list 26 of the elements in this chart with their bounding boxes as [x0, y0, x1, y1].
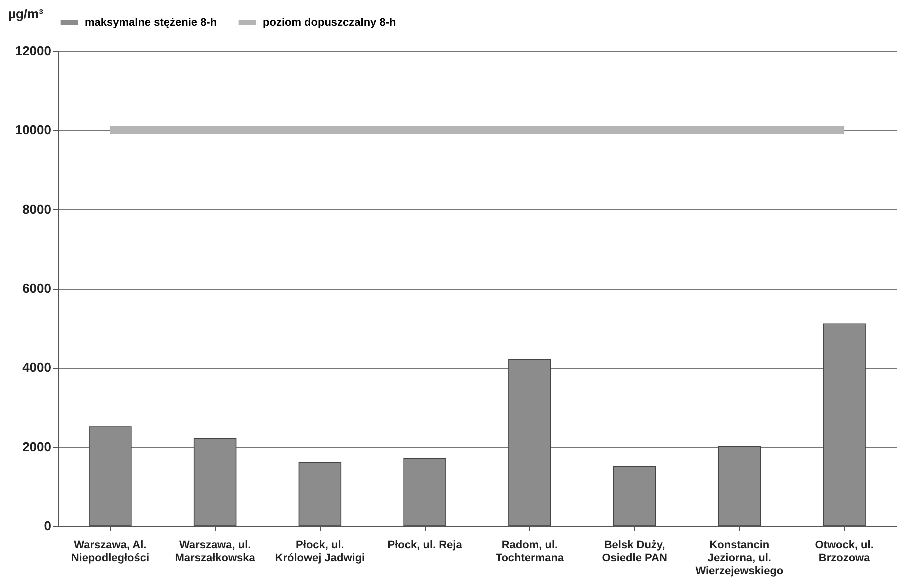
legend-label: maksymalne stężenie 8-h [85, 16, 218, 29]
x-tick-label: Płock, ul. Reja [388, 540, 464, 552]
x-tick-label: Konstancin Jeziorna, ul. Wierzejewskiego [696, 540, 784, 578]
x-tick-label: Warszawa, ul. Marszałkowska [175, 540, 256, 564]
bar [613, 466, 656, 526]
y-tick-label: 6000 [22, 281, 52, 296]
bar [89, 426, 132, 526]
x-tick-label: Radom, ul. Tochtermana [496, 540, 565, 564]
y-tick-label: 2000 [22, 439, 52, 454]
legend-label: poziom dopuszczalny 8-h [263, 16, 397, 29]
bar [508, 359, 552, 526]
bar [718, 446, 762, 526]
y-tick-label: 12000 [15, 44, 52, 58]
x-tick-label: Belsk Duży, Osiedle PAN [602, 540, 668, 564]
x-tick-label: Otwock, ul. Brzozowa [815, 540, 874, 564]
bar [298, 462, 342, 526]
y-tick-label: 10000 [15, 122, 52, 138]
y-tick-label: 4000 [22, 360, 52, 376]
x-tick-label: Płock, ul. Królowej Jadwigi [275, 540, 366, 564]
y-tick-label: 0 [44, 518, 52, 534]
bar [404, 458, 446, 526]
x-tick-label: Warszawa, Al. Niepodległości [71, 540, 150, 564]
y-axis-title: µg/m³ [8, 6, 44, 22]
bar [823, 324, 866, 526]
bar [194, 438, 237, 526]
y-tick-label: 8000 [22, 202, 52, 217]
